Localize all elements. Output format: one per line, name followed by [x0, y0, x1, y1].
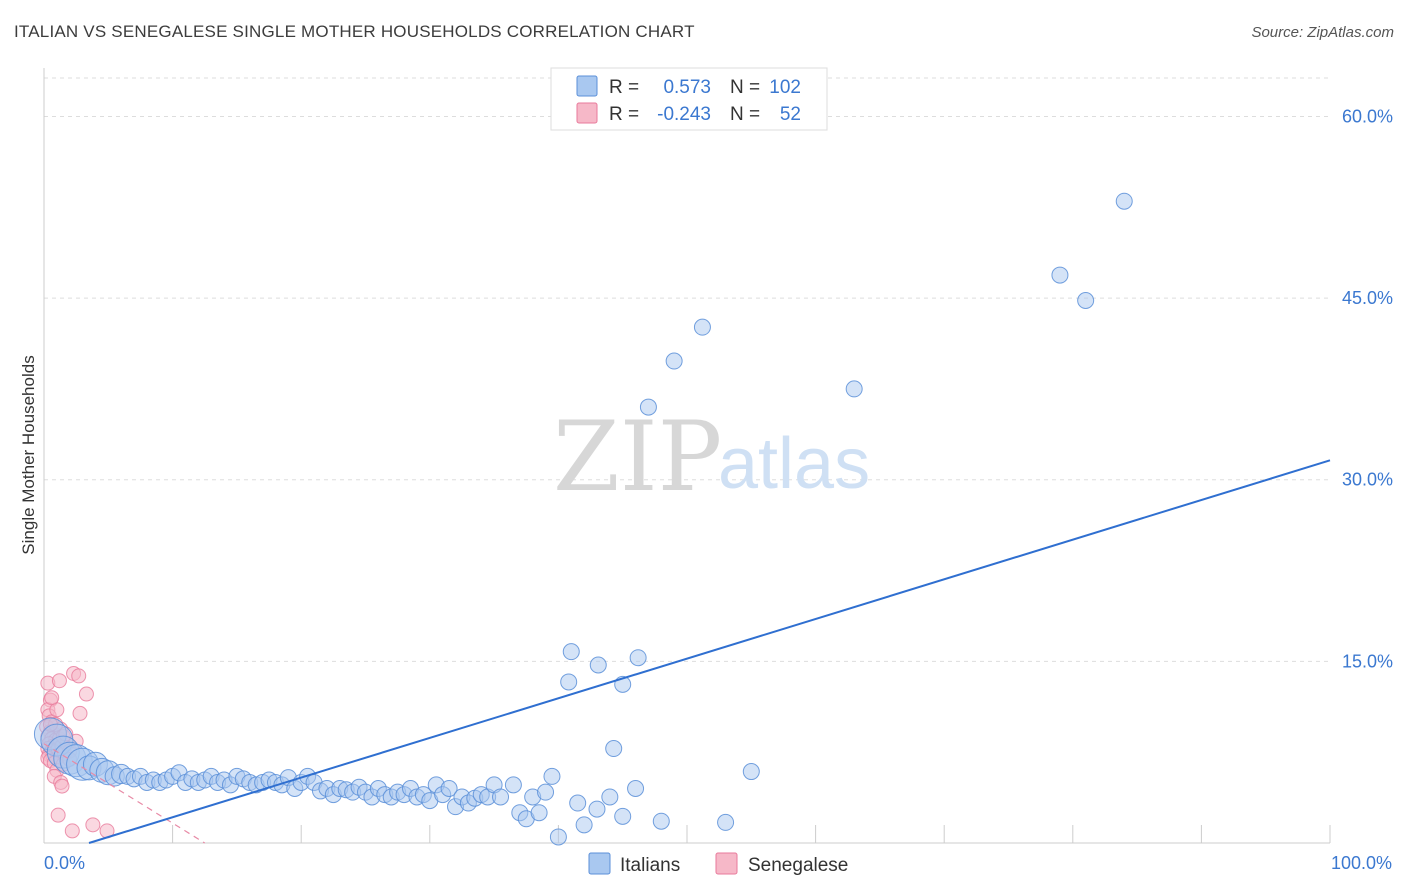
legend-senegalese-n-label: N =	[730, 104, 760, 125]
italians-point	[549, 828, 567, 846]
italians-point	[1115, 192, 1133, 210]
x-tick-label-min: 0.0%	[44, 853, 85, 873]
senegalese-point	[50, 807, 66, 823]
italians-point	[629, 649, 647, 667]
senegalese-point	[78, 686, 94, 702]
y-tick-labels: 15.0% 30.0% 45.0% 60.0%	[1342, 106, 1393, 671]
legend-italians-r-value: 0.573	[663, 77, 711, 98]
series-italians	[33, 192, 1133, 846]
watermark-zip: ZIP	[553, 401, 722, 513]
italians-point	[627, 780, 645, 798]
italians-point	[492, 788, 510, 806]
italians-point	[652, 812, 670, 830]
senegalese-trend-line	[43, 743, 206, 844]
legend-italians-n-label: N =	[730, 77, 760, 98]
italians-point	[605, 740, 623, 758]
y-tick-label: 60.0%	[1342, 106, 1393, 126]
italians-point	[588, 800, 606, 818]
senegalese-point	[44, 690, 60, 706]
italians-point	[440, 780, 458, 798]
italians-point	[589, 656, 607, 674]
italians-point	[562, 643, 580, 661]
senegalese-point	[71, 668, 87, 684]
y-tick-label: 15.0%	[1342, 651, 1393, 671]
bottom-legend-senegalese: Senegalese	[748, 855, 848, 876]
senegalese-point	[64, 823, 80, 839]
y-tick-label: 45.0%	[1342, 288, 1393, 308]
senegalese-point	[54, 778, 70, 794]
italians-point	[1051, 266, 1069, 284]
italians-point	[614, 807, 632, 825]
legend-senegalese-n-value: 52	[780, 104, 801, 125]
italians-trend-line	[88, 459, 1331, 844]
bottom-legend-swatch-senegalese	[715, 852, 738, 875]
italians-point	[569, 794, 587, 812]
legend-senegalese-r-value: -0.243	[657, 104, 711, 125]
italians-point	[1077, 292, 1095, 309]
italians-point	[560, 673, 578, 691]
bottom-legend: Italians Senegalese	[588, 852, 848, 876]
legend-senegalese-r-label: R =	[609, 104, 639, 125]
y-tick-label: 30.0%	[1342, 470, 1393, 490]
italians-point	[543, 767, 561, 785]
italians-point	[693, 318, 711, 336]
y-axis-label: Single Mother Households	[19, 355, 38, 554]
legend-italians-r-label: R =	[609, 77, 639, 98]
top-legend: R = 0.573 N = 102 R = -0.243 N = 52	[550, 67, 828, 131]
chart-title: ITALIAN VS SENEGALESE SINGLE MOTHER HOUS…	[14, 22, 695, 41]
legend-swatch-senegalese	[576, 102, 598, 124]
senegalese-point	[85, 817, 101, 833]
italians-point	[845, 380, 863, 398]
italians-point	[717, 813, 735, 831]
italians-point	[665, 352, 683, 370]
italians-point	[504, 776, 522, 794]
bottom-legend-swatch-italians	[588, 852, 611, 875]
trend-layer	[43, 459, 1331, 844]
source-credit: Source: ZipAtlas.com	[1251, 24, 1394, 41]
legend-swatch-italians	[576, 75, 598, 97]
watermark-atlas: atlas	[718, 424, 870, 504]
italians-point	[537, 783, 555, 801]
bottom-legend-italians: Italians	[620, 855, 680, 876]
italians-point	[530, 804, 548, 822]
italians-point	[601, 788, 619, 806]
senegalese-point	[72, 705, 88, 721]
italians-point	[742, 763, 760, 781]
italians-point	[575, 816, 593, 834]
senegalese-point	[51, 673, 67, 689]
legend-italians-n-value: 102	[769, 77, 801, 98]
x-tick-label-max: 100.0%	[1331, 853, 1392, 873]
italians-point	[639, 398, 657, 416]
